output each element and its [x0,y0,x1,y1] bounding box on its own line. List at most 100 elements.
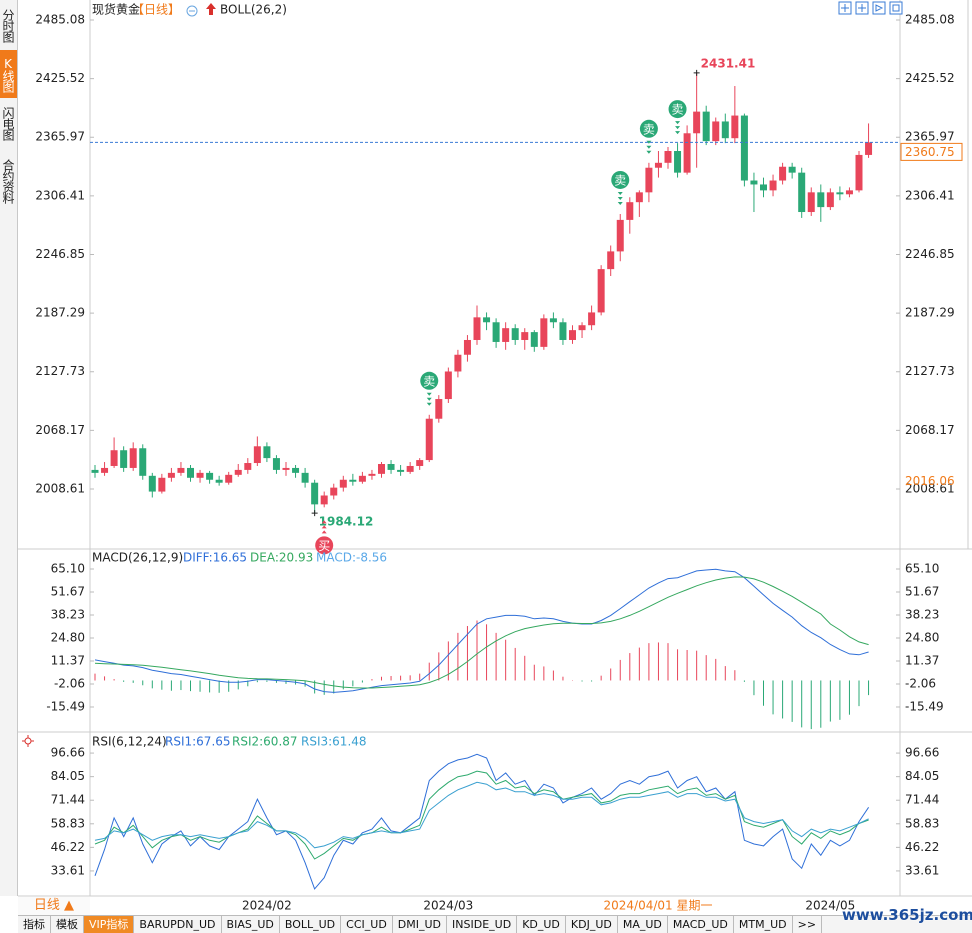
candle-body [339,479,347,488]
sidebar [0,0,18,896]
candle-body [91,469,99,473]
tab[interactable]: CCI_UD [341,916,393,933]
candle-body [807,192,815,213]
y-tick-label-right: 96.66 [905,746,939,760]
rsi-icon[interactable] [22,735,34,747]
tab[interactable]: MA_UD [618,916,668,933]
signal-arrow [617,191,623,195]
watermark: www.365jz.com [842,906,972,924]
sell-signal [420,371,439,390]
toggle-icon[interactable] [186,5,198,17]
tab[interactable]: 模板 [51,916,84,933]
side-tab[interactable]: 闪电图 [1,106,15,140]
sell-signal [611,170,630,189]
y-tick-label-right: 65.10 [905,562,939,576]
buy-signal [315,536,334,555]
candle-body [712,121,720,142]
y-tick-label: 2306.41 [35,188,85,202]
y-tick-label: 2127.73 [35,364,85,378]
candle-body [750,180,758,185]
candle-body [702,111,710,142]
tab[interactable]: MACD_UD [668,916,734,933]
candle-body [301,472,309,483]
signal-arrow [646,140,652,144]
candle-body [740,115,748,181]
candle-body [358,475,366,482]
rsi-icon-core [24,737,32,745]
candle-body [693,111,701,134]
indicator-icon[interactable] [206,3,216,15]
signal-arrow [675,126,681,130]
candle-body [387,464,395,470]
legend-entry: DIFF:16.65 [183,551,247,565]
y-tick-label: 51.67 [51,584,85,598]
tab-bar: 指标 模板 VIP指标 BARUPDN_UD BIAS_UD BOLL_UD CCI_UD D… [18,915,972,933]
side-tab-active[interactable]: K线图 [0,50,17,98]
tab[interactable]: KD_UD [517,916,566,933]
candle-body [845,190,853,195]
crosshair-x-label: 2024/04/01 星期一 [604,899,713,913]
candle-body [683,133,691,173]
tab[interactable]: MTM_UD [734,916,793,933]
tab[interactable]: KDJ_UD [566,916,618,933]
side-tab[interactable]: 分时图 [1,8,15,42]
y-tick-label-right: 2425.52 [905,71,955,85]
candle-body [139,448,147,476]
tab[interactable]: >> [793,916,823,933]
signal-arrow [617,196,623,200]
signal-arrow [426,402,432,406]
side-tab[interactable]: 合约资料 [1,159,15,203]
tab[interactable]: VIP指标 [84,916,135,933]
candle-body [320,495,328,505]
x-tick-label: 2024/05 [805,899,855,913]
tab[interactable]: BARUPDN_UD [134,916,222,933]
y-tick-label-right: 38.23 [905,608,939,622]
signal-arrow [675,131,681,135]
candle-body [463,339,471,355]
y-tick-label: -15.49 [46,699,85,713]
signal-arrow [675,121,681,125]
candle-body [626,202,634,220]
candle-body [760,184,767,191]
candle-body [349,479,357,482]
candle-body [473,317,481,340]
y-tick-label-right: 2008.61 [905,481,955,495]
y-tick-label: 46.22 [51,840,85,854]
tab[interactable]: BOLL_UD [280,916,342,933]
candle-body [177,467,185,473]
y-tick-label: 2485.08 [35,13,85,27]
y-tick-label: 24.80 [51,631,85,645]
candle-body [779,166,787,181]
last-price-box [900,142,963,161]
candle-body [521,332,529,340]
candle-body [282,467,290,470]
extreme-marker [693,69,700,76]
signal-arrow [426,392,432,396]
sell-signal [668,100,687,119]
tab[interactable]: INSIDE_UD [447,916,518,933]
period-button[interactable]: 日线 ▲ [18,897,90,915]
candle-body [444,371,452,400]
signal-arrow [646,150,652,154]
y-tick-label-right: 24.80 [905,631,939,645]
y-tick-label: 2365.97 [35,130,85,144]
candle-body [645,167,653,193]
candle-body [101,467,109,473]
candle-body [607,251,615,270]
candle-body [559,322,567,340]
candle-body [272,458,280,470]
candle-body [378,464,385,474]
toolbar [838,1,903,15]
y-tick-label-right: 51.67 [905,584,939,598]
series-line [94,576,869,689]
tab[interactable]: BIAS_UD [222,916,280,933]
candle-body [215,479,223,483]
candle-body [569,330,576,340]
buy-signal-label: 买 [318,539,330,553]
x-tick-label: 2024/03 [423,899,473,913]
tab[interactable]: DMI_UD [393,916,448,933]
panel-title: MACD(26,12,9) [92,551,183,565]
crosshair-y-label: 2016.06 [905,474,955,488]
tab[interactable]: 指标 [18,916,51,933]
